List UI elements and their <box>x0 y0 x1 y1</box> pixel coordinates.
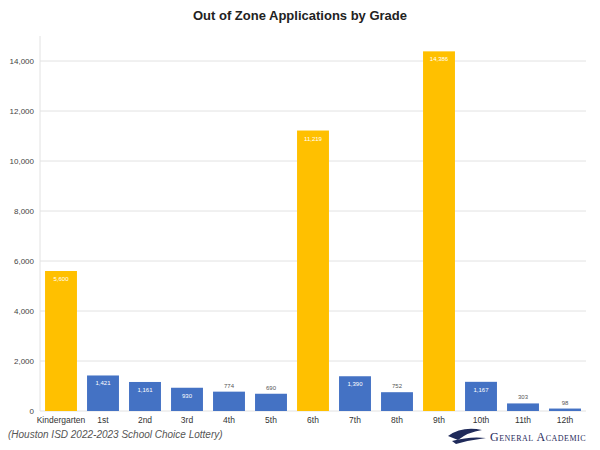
data-label: 774 <box>224 383 235 389</box>
chart: Out of Zone Applications by Grade 0 2,000 4… <box>0 0 600 450</box>
y-tick-label: 2,000 <box>14 357 35 366</box>
y-tick-label: 12,000 <box>10 107 35 116</box>
logo-text: General Academic <box>490 430 586 444</box>
bar <box>87 375 119 411</box>
bar <box>171 388 203 411</box>
x-tick-label: 1st <box>97 415 109 425</box>
title: Out of Zone Applications by Grade <box>193 8 407 23</box>
bar <box>507 403 539 411</box>
bar <box>549 409 581 411</box>
y-tick-label: 0 <box>30 407 35 416</box>
bar <box>213 392 245 411</box>
y-tick-label: 4,000 <box>14 307 35 316</box>
x-tick-label: 6th <box>307 415 319 425</box>
bars <box>45 51 581 411</box>
y-tick-label: 8,000 <box>14 207 35 216</box>
data-label: 930 <box>182 393 193 399</box>
x-tick-label: 8th <box>391 415 403 425</box>
x-tick-label: 9th <box>433 415 445 425</box>
bar <box>465 382 497 411</box>
grid-line <box>40 111 586 112</box>
x-tick-label: 10th <box>473 415 490 425</box>
bar <box>129 382 161 411</box>
data-label: 5,600 <box>53 276 69 282</box>
x-tick-label: 3rd <box>181 415 194 425</box>
bar <box>297 131 329 411</box>
labels: 5,600 1,421 1,161 930 774 690 11,219 1,390 752 14… <box>53 56 569 405</box>
logo-swoosh <box>452 437 486 444</box>
x-tick-label: 5th <box>265 415 277 425</box>
data-label: 303 <box>518 394 529 400</box>
x-tick-label: 2nd <box>138 415 152 425</box>
y-tick-label: 6,000 <box>14 257 35 266</box>
y-tick-label: 10,000 <box>10 157 35 166</box>
grid <box>40 61 586 411</box>
bar <box>255 394 287 411</box>
x-tick-label: 4th <box>223 415 235 425</box>
grid-line <box>40 61 586 62</box>
bar <box>423 51 455 411</box>
y-axis-line <box>40 36 41 411</box>
x-tick-label: 7th <box>349 415 361 425</box>
data-label: 11,219 <box>304 136 323 142</box>
x-tick-label: 11th <box>515 415 531 425</box>
x-tick-label: Kindergarten <box>37 415 86 425</box>
logo: General Academic <box>448 429 586 444</box>
x-tick-label: 12th <box>557 415 574 425</box>
bar <box>339 376 371 411</box>
data-label: 1,421 <box>95 380 111 386</box>
y-tick-label: 14,000 <box>10 57 35 66</box>
data-label: 98 <box>562 400 569 406</box>
data-label: 1,167 <box>473 387 489 393</box>
source-note: (Houston ISD 2022-2023 School Choice Lot… <box>8 429 223 440</box>
bar <box>45 271 77 411</box>
data-label: 690 <box>266 385 277 391</box>
data-label: 1,161 <box>137 387 153 393</box>
data-label: 752 <box>392 383 403 389</box>
data-label: 14,386 <box>430 56 449 62</box>
bar <box>381 392 413 411</box>
data-label: 1,390 <box>347 381 363 387</box>
